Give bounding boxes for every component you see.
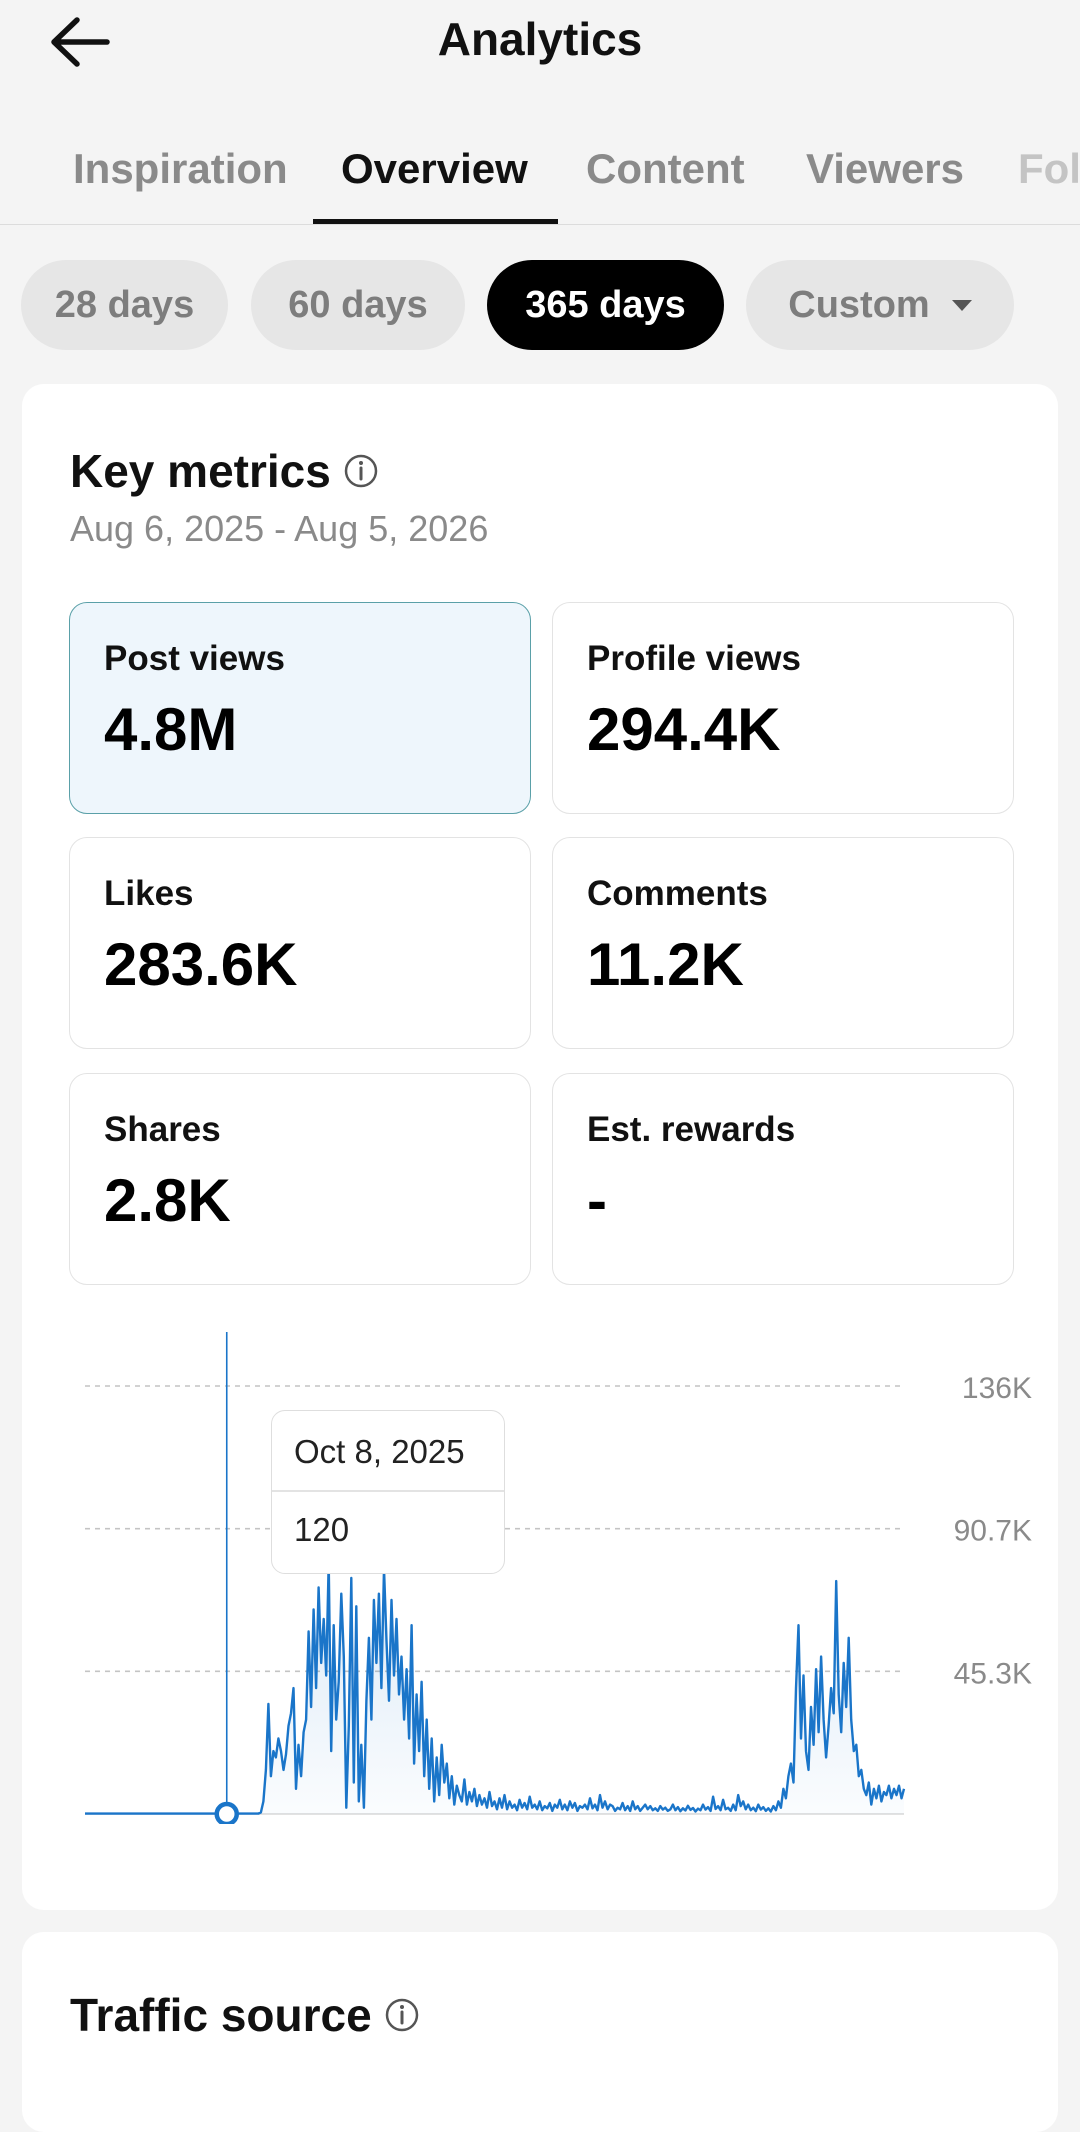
metric-comments[interactable]: Comments 11.2K xyxy=(552,837,1014,1049)
tab-inspiration[interactable]: Inspiration xyxy=(73,145,288,192)
y-tick-label: 136K xyxy=(962,1372,1032,1405)
y-tick-label: 45.3K xyxy=(954,1657,1032,1690)
metric-value: 4.8M xyxy=(104,696,238,763)
metric-value: 11.2K xyxy=(587,931,744,998)
date-range-selector: 28 days 60 days 365 days Custom xyxy=(0,260,1080,350)
range-label: Custom xyxy=(788,283,930,326)
metric-label: Profile views xyxy=(587,639,801,678)
info-icon[interactable] xyxy=(343,453,379,489)
info-icon[interactable] xyxy=(384,1997,420,2033)
metric-value: 2.8K xyxy=(104,1167,231,1234)
series-area xyxy=(85,1562,904,1814)
metric-profile-views[interactable]: Profile views 294.4K xyxy=(552,602,1014,814)
range-label: 60 days xyxy=(288,283,428,326)
tab-bar: Inspiration Overview Content Viewers Fol xyxy=(0,115,1080,225)
tooltip-divider xyxy=(272,1490,504,1492)
traffic-source-heading: Traffic source xyxy=(70,1988,420,2042)
back-button[interactable] xyxy=(44,6,116,78)
page-title: Analytics xyxy=(437,13,643,65)
tab-followers[interactable]: Fol xyxy=(1018,145,1080,192)
range-365-days-button[interactable]: 365 days xyxy=(487,260,724,350)
key-metrics-card: Key metrics Aug 6, 2025 - Aug 5, 2026 Po… xyxy=(22,384,1058,1910)
active-tab-indicator xyxy=(313,219,558,224)
metric-post-views[interactable]: Post views 4.8M xyxy=(69,602,531,814)
metric-label: Shares xyxy=(104,1110,221,1149)
key-metrics-title: Key metrics xyxy=(70,445,331,497)
metric-shares[interactable]: Shares 2.8K xyxy=(69,1073,531,1285)
metric-value: 294.4K xyxy=(587,696,781,763)
series-line xyxy=(85,1561,906,1815)
key-metrics-heading: Key metrics xyxy=(70,444,379,498)
date-range-label: Aug 6, 2025 - Aug 5, 2026 xyxy=(70,508,489,549)
traffic-source-title: Traffic source xyxy=(70,1989,372,2041)
arrow-left-icon xyxy=(51,17,110,67)
highlight-point xyxy=(214,1801,239,1824)
tab-content[interactable]: Content xyxy=(586,145,745,192)
tooltip-date: Oct 8, 2025 xyxy=(294,1433,465,1470)
range-60-days-button[interactable]: 60 days xyxy=(251,260,465,350)
range-label: 28 days xyxy=(54,283,195,326)
metric-likes[interactable]: Likes 283.6K xyxy=(69,837,531,1049)
metric-label: Likes xyxy=(104,874,194,913)
range-custom-dropdown[interactable]: Custom xyxy=(746,260,1014,350)
caret-down-icon xyxy=(951,299,972,311)
range-label: 365 days xyxy=(525,283,686,326)
tooltip-value: 120 xyxy=(294,1511,350,1548)
chart-tooltip: Oct 8, 2025 120 xyxy=(271,1410,505,1574)
metric-label: Post views xyxy=(104,639,285,678)
metric-value: - xyxy=(587,1167,607,1234)
metric-est-rewards[interactable]: Est. rewards - xyxy=(552,1073,1014,1285)
range-28-days-button[interactable]: 28 days xyxy=(21,260,228,350)
metric-label: Est. rewards xyxy=(587,1110,796,1149)
top-bar: Analytics xyxy=(0,0,1080,82)
tab-overview[interactable]: Overview xyxy=(341,145,528,192)
tab-viewers[interactable]: Viewers xyxy=(806,145,965,192)
metric-label: Comments xyxy=(587,874,768,913)
y-tick-label: 90.7K xyxy=(954,1515,1032,1548)
traffic-source-card: Traffic source xyxy=(22,1932,1058,2132)
metric-value: 283.6K xyxy=(104,931,298,998)
